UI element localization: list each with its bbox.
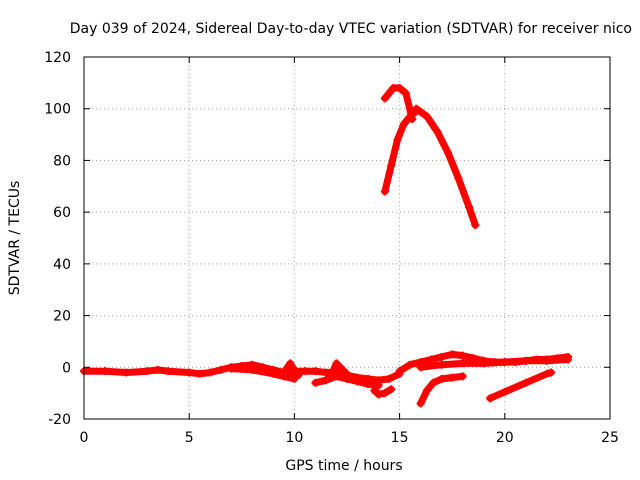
- data-point: [433, 127, 442, 136]
- data-point: [345, 372, 354, 381]
- data-point: [500, 387, 509, 396]
- data-point: [370, 386, 379, 395]
- data-point: [437, 374, 446, 383]
- data-point: [399, 120, 408, 129]
- data-point: [471, 221, 480, 230]
- data-point: [153, 365, 162, 374]
- data-point: [311, 367, 320, 376]
- data-point: [387, 385, 396, 394]
- data-point: [101, 367, 110, 376]
- data-point: [185, 368, 194, 377]
- data-point: [448, 350, 457, 359]
- x-axis-label: GPS time / hours: [285, 458, 402, 474]
- series-line-segment-12-peak: [328, 359, 353, 380]
- data-point: [364, 380, 373, 389]
- data-point: [412, 104, 421, 113]
- data-point: [338, 365, 347, 374]
- data-point: [385, 374, 394, 383]
- x-tick-label: 0: [80, 430, 89, 446]
- data-point: [122, 368, 131, 377]
- data-point: [406, 360, 415, 369]
- data-point: [454, 174, 463, 183]
- grid-lines: [84, 57, 610, 419]
- data-point: [547, 368, 556, 377]
- y-tick-label: 100: [44, 102, 71, 118]
- data-point: [269, 369, 278, 378]
- data-point: [448, 373, 457, 382]
- data-point: [294, 371, 303, 380]
- series-line-ramp-19: [486, 369, 555, 402]
- data-point: [195, 369, 204, 378]
- data-point: [427, 355, 436, 364]
- x-tick-label: 25: [601, 430, 619, 446]
- data-point: [479, 359, 488, 368]
- data-point: [248, 365, 257, 374]
- y-tick-label: 20: [53, 309, 71, 325]
- data-point: [328, 368, 337, 377]
- y-tick-label: 120: [44, 50, 71, 66]
- data-point: [393, 135, 402, 144]
- data-point: [321, 376, 330, 385]
- data-point: [542, 369, 551, 378]
- data-point: [387, 161, 396, 170]
- data-point: [332, 372, 341, 381]
- y-tick-label: 80: [53, 153, 71, 169]
- x-tick-label: 10: [285, 430, 303, 446]
- data-point: [458, 359, 467, 368]
- data-point: [206, 368, 215, 377]
- y-tick-label: -20: [48, 412, 71, 428]
- data-series: [80, 84, 572, 408]
- data-point: [422, 112, 431, 121]
- data-point: [227, 364, 236, 373]
- data-point: [429, 378, 438, 387]
- data-point: [216, 365, 225, 374]
- data-point: [437, 360, 446, 369]
- x-tick-label: 15: [391, 430, 409, 446]
- data-point: [143, 367, 152, 376]
- data-point: [416, 399, 425, 408]
- data-point: [300, 367, 309, 376]
- data-point: [395, 367, 404, 376]
- data-point: [380, 94, 389, 103]
- data-point: [401, 89, 410, 98]
- data-point: [164, 367, 173, 376]
- data-point: [406, 112, 415, 121]
- x-tick-label: 20: [496, 430, 514, 446]
- data-point: [437, 352, 446, 361]
- series-line-spikes-mid: [280, 359, 303, 379]
- data-point: [458, 372, 467, 381]
- plot-frame: [83, 56, 611, 420]
- data-point: [380, 187, 389, 196]
- data-point: [332, 359, 341, 368]
- data-point: [521, 378, 530, 387]
- data-point: [465, 202, 474, 211]
- data-point: [486, 394, 495, 403]
- data-point: [422, 386, 431, 395]
- data-point: [311, 378, 320, 387]
- y-tick-label: 60: [53, 205, 71, 221]
- y-tick-label: 40: [53, 257, 71, 273]
- data-point: [353, 377, 362, 386]
- data-point: [290, 365, 299, 374]
- y-axis-label: SDTVAR / TECUs: [7, 181, 23, 296]
- chart-title: Day 039 of 2024, Sidereal Day-to-day VTE…: [70, 21, 632, 37]
- data-point: [290, 374, 299, 383]
- data-point: [563, 355, 572, 364]
- data-point: [458, 351, 467, 360]
- data-point: [286, 359, 295, 368]
- data-point: [374, 390, 383, 399]
- y-tick-label: 0: [62, 360, 71, 376]
- data-point: [443, 148, 452, 157]
- data-point: [542, 356, 551, 365]
- data-point: [374, 381, 383, 390]
- axis-ticks: 0 5 10 15 20 25 -20 0 20 40 60 80 100 120: [44, 50, 619, 446]
- data-point: [395, 84, 404, 93]
- x-tick-label: 5: [185, 430, 194, 446]
- data-point: [521, 356, 530, 365]
- data-point: [380, 389, 389, 398]
- data-point: [279, 368, 288, 377]
- data-point: [416, 363, 425, 372]
- data-point: [500, 358, 509, 367]
